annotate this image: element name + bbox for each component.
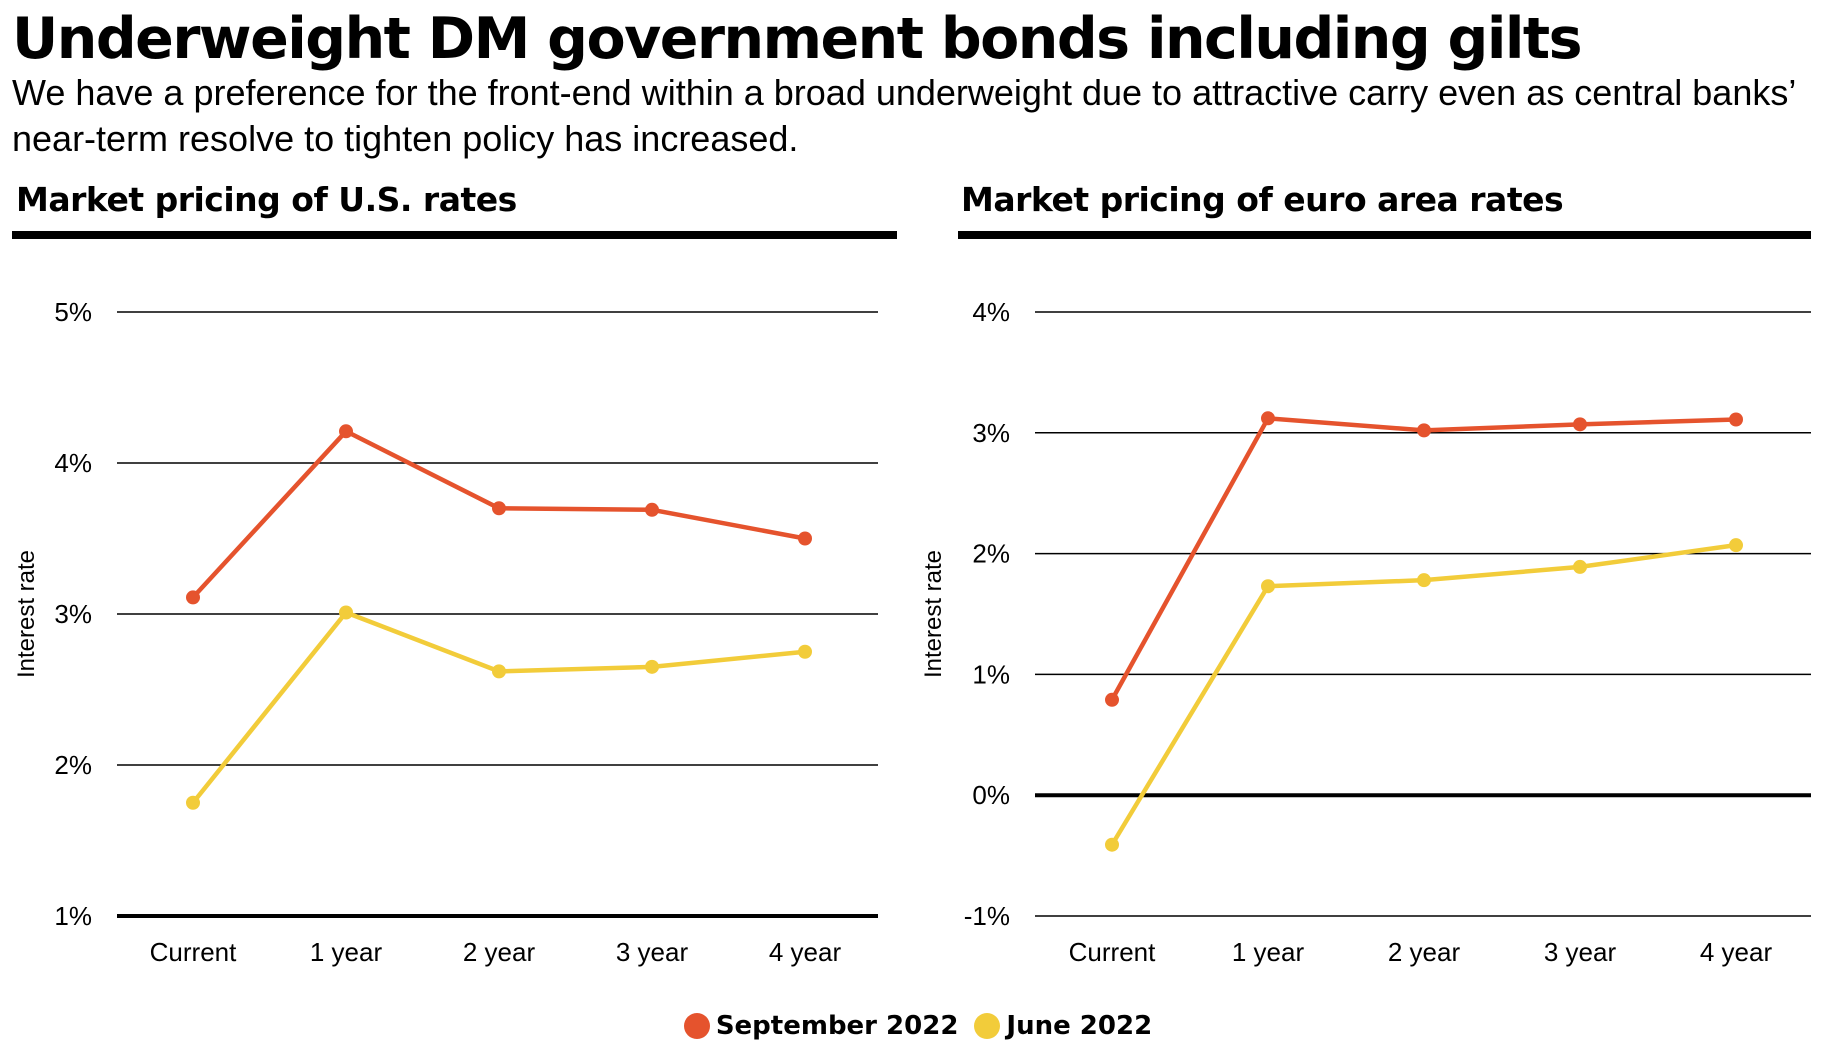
us-september-point	[798, 531, 812, 546]
chart-legend: September 2022 June 2022	[0, 1004, 1836, 1048]
euro-september-point	[1105, 692, 1119, 707]
us-ytick-label: 5%	[54, 297, 92, 327]
us-chart-title-rule	[12, 231, 897, 239]
us-september-point	[339, 424, 353, 439]
legend-swatch-june	[974, 1013, 1001, 1039]
euro-september-point	[1417, 423, 1431, 438]
euro-chart-title: Market pricing of euro area rates	[961, 180, 1564, 219]
legend-swatch-september	[683, 1013, 710, 1039]
us-xtick-label: 1 year	[310, 937, 383, 967]
us-june-point	[492, 664, 506, 679]
us-y-axis-title: Interest rate	[13, 550, 40, 678]
legend-label-june: June 2022	[1006, 1011, 1153, 1041]
euro-june-point	[1729, 538, 1743, 553]
us-june-point	[186, 795, 200, 810]
page-subhead: We have a preference for the front-end w…	[12, 72, 1796, 159]
euro-june-point	[1261, 579, 1275, 594]
us-june-point	[645, 659, 659, 674]
euro-chart-title-rule	[958, 231, 1811, 239]
euro-ytick-label: 1%	[972, 659, 1010, 689]
us-xtick-label: Current	[150, 937, 237, 967]
euro-ytick-label: 3%	[972, 418, 1010, 448]
us-september-point	[186, 590, 200, 605]
us-september-point	[492, 501, 506, 516]
euro-ytick-label: 4%	[972, 297, 1010, 327]
euro-xtick-label: 3 year	[1544, 937, 1617, 967]
us-june-point	[798, 644, 812, 659]
us-xtick-label: 2 year	[463, 937, 536, 967]
euro-september-point	[1729, 412, 1743, 427]
euro-ytick-label: 0%	[972, 780, 1010, 810]
us-ytick-label: 2%	[54, 750, 92, 780]
euro-xtick-label: Current	[1069, 937, 1156, 967]
us-chart-title: Market pricing of U.S. rates	[16, 180, 517, 219]
euro-xtick-label: 2 year	[1388, 937, 1461, 967]
us-ytick-label: 3%	[54, 599, 92, 629]
legend-label-september: September 2022	[715, 1011, 959, 1041]
euro-september-point	[1261, 411, 1275, 426]
euro-september-point	[1573, 417, 1587, 432]
euro-june-series-line	[1109, 542, 1739, 847]
euro-june-point	[1105, 837, 1119, 852]
us-september-point	[645, 502, 659, 517]
us-june-point	[339, 605, 353, 620]
euro-xtick-label: 4 year	[1700, 937, 1773, 967]
euro-ytick-label: 2%	[972, 539, 1010, 569]
euro-ytick-label: -1%	[964, 901, 1010, 931]
us-june-series-line	[190, 610, 808, 805]
us-ytick-label: 1%	[54, 901, 92, 931]
us-ytick-label: 4%	[54, 448, 92, 478]
euro-y-axis-title: Interest rate	[920, 550, 947, 678]
legend-item-june: June 2022	[974, 1011, 1152, 1041]
us-xtick-label: 3 year	[616, 937, 689, 967]
euro-june-point	[1417, 573, 1431, 588]
euro-june-point	[1573, 559, 1587, 574]
legend-item-september: September 2022	[683, 1011, 959, 1041]
page-headline: Underweight DM government bonds includin…	[12, 6, 1583, 72]
euro-xtick-label: 1 year	[1232, 937, 1305, 967]
us-xtick-label: 4 year	[769, 937, 842, 967]
